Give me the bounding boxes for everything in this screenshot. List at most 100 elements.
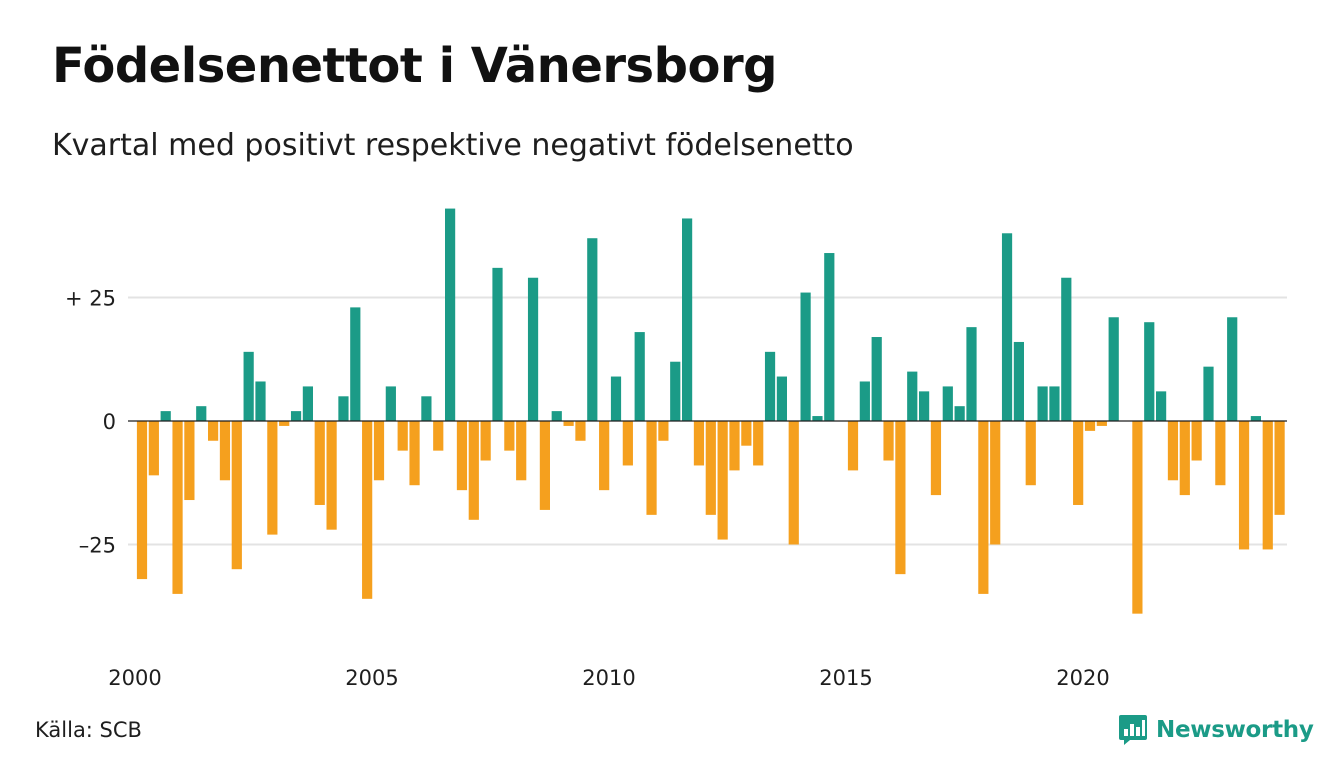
y-tick-label: + 25 <box>65 287 116 311</box>
bar-positive <box>919 391 930 421</box>
bar-positive <box>421 396 432 421</box>
bar-positive <box>1061 277 1072 421</box>
bar-negative <box>693 421 705 466</box>
bar-positive <box>1144 322 1155 421</box>
bar-positive <box>385 386 396 421</box>
bar-negative <box>930 421 942 496</box>
bar-negative <box>456 421 468 491</box>
bar-positive <box>587 238 598 421</box>
bar-positive <box>1203 366 1214 421</box>
bar-negative <box>1262 421 1273 550</box>
bar-negative <box>279 421 290 426</box>
bar-positive <box>1108 317 1119 421</box>
bar-positive <box>670 361 681 421</box>
bar-negative <box>136 421 148 580</box>
bar-negative <box>729 421 740 471</box>
bar-negative <box>599 421 610 491</box>
bar-negative <box>326 421 337 530</box>
source-label: Källa: SCB <box>35 718 142 742</box>
bar-positive <box>1049 386 1060 421</box>
bar-negative <box>504 421 515 451</box>
bar-negative <box>1084 421 1096 431</box>
bar-positive <box>800 292 811 421</box>
bar-negative <box>208 421 219 441</box>
chart-title: Födelsenettot i Vänersborg <box>52 38 777 94</box>
x-tick-label: 2015 <box>819 666 872 690</box>
bar-negative <box>184 421 195 501</box>
bar-negative <box>705 421 716 515</box>
bar-positive <box>871 337 882 421</box>
bar-negative <box>1096 421 1107 426</box>
bar-negative <box>1132 421 1143 614</box>
newsworthy-logo: Newsworthy <box>1118 714 1314 746</box>
bar-negative <box>433 421 444 451</box>
bar-negative <box>741 421 752 446</box>
bar-positive <box>551 411 562 421</box>
bar-negative <box>409 421 420 486</box>
newsworthy-logo-icon <box>1119 715 1147 745</box>
bar-positive <box>255 381 266 421</box>
bar-negative <box>990 421 1001 545</box>
bar-positive <box>764 351 776 421</box>
x-tick-label: 2010 <box>582 666 635 690</box>
chart-subtitle: Kvartal med positivt respektive negativt… <box>52 128 854 163</box>
bar-negative <box>1215 421 1226 486</box>
bar-positive <box>1250 416 1261 421</box>
bar-negative <box>468 421 479 520</box>
bar-negative <box>397 421 408 451</box>
bar-positive <box>812 416 823 421</box>
bar-positive <box>160 411 171 421</box>
bar-negative <box>717 421 728 540</box>
y-tick-label: –25 <box>79 534 116 558</box>
bar-negative <box>1179 421 1190 496</box>
bar-positive <box>527 277 539 421</box>
bar-negative <box>1025 421 1036 486</box>
bar-negative <box>978 421 989 594</box>
bar-negative <box>847 421 859 471</box>
bar-negative <box>219 421 231 481</box>
bar-negative <box>172 421 183 594</box>
bar-negative <box>539 421 550 510</box>
bar-positive <box>1037 386 1048 421</box>
bar-negative <box>1274 421 1285 515</box>
bar-positive <box>243 351 254 421</box>
bar-positive <box>907 371 918 421</box>
bar-positive <box>966 327 977 421</box>
bar-positive <box>350 307 361 421</box>
bar-negative <box>788 421 799 545</box>
x-tick-label: 2005 <box>345 666 398 690</box>
bar-positive <box>290 411 302 421</box>
bar-positive <box>859 381 870 421</box>
bar-negative <box>148 421 159 476</box>
bar-negative <box>658 421 669 441</box>
bar-positive <box>1227 317 1238 421</box>
bar-negative <box>1073 421 1084 505</box>
bar-positive <box>1156 391 1167 421</box>
bar-negative <box>622 421 633 466</box>
bar-positive <box>942 386 953 421</box>
bar-positive <box>954 406 965 421</box>
bar-positive <box>1013 341 1024 421</box>
newsworthy-logo-text: Newsworthy <box>1156 717 1314 743</box>
bar-negative <box>373 421 385 481</box>
bar-negative <box>575 421 586 441</box>
bar-negative <box>646 421 657 515</box>
bar-negative <box>267 421 278 535</box>
bar-positive <box>776 376 787 421</box>
bar-negative <box>895 421 906 575</box>
x-tick-label: 2020 <box>1056 666 1109 690</box>
bar-positive <box>302 386 313 421</box>
bar-negative <box>231 421 242 570</box>
bar-negative <box>753 421 764 466</box>
x-tick-label: 2000 <box>108 666 161 690</box>
bar-positive <box>1001 233 1013 421</box>
bar-negative <box>362 421 373 599</box>
bar-negative <box>883 421 894 461</box>
bar-negative <box>516 421 527 481</box>
bar-positive <box>445 208 456 421</box>
bar-positive <box>634 332 645 421</box>
y-tick-label: 0 <box>103 410 116 434</box>
bar-positive <box>682 218 693 421</box>
bar-negative <box>1238 421 1250 550</box>
